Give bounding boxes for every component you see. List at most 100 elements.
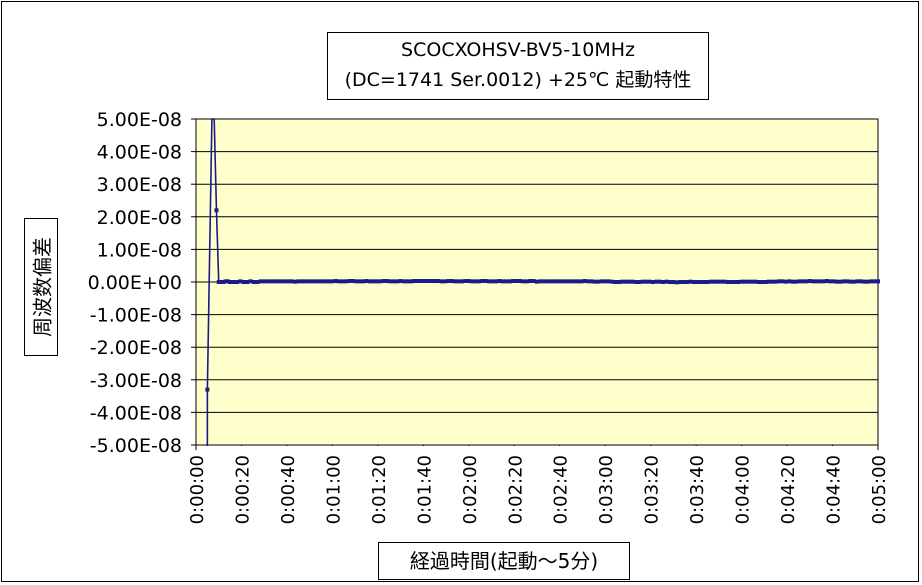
data-point (374, 279, 379, 284)
data-point (251, 280, 256, 284)
data-point (402, 279, 407, 284)
data-point (524, 279, 529, 284)
data-point (807, 279, 812, 284)
data-point (337, 279, 342, 284)
data-point (835, 279, 840, 284)
data-point (470, 279, 475, 284)
data-point (388, 279, 393, 284)
data-point (644, 279, 649, 284)
data-point (367, 279, 372, 284)
x-tick-label: 0:00:00 (187, 455, 208, 524)
data-point (589, 279, 594, 284)
y-tick-label: 4.00E-08 (97, 142, 182, 164)
data-point (739, 279, 744, 284)
data-point (289, 279, 294, 284)
data-point (234, 280, 239, 284)
x-tick-label: 0:01:20 (369, 455, 390, 524)
data-point (245, 280, 250, 284)
data-point (610, 279, 615, 284)
data-point (630, 279, 635, 284)
data-point (606, 279, 611, 284)
data-point (565, 279, 570, 284)
data-point (391, 279, 396, 284)
data-point (804, 279, 809, 284)
data-point (876, 279, 880, 284)
data-point (521, 279, 526, 284)
data-point (698, 280, 703, 284)
data-point (225, 279, 230, 284)
data-point (681, 280, 686, 284)
data-point (783, 279, 788, 284)
data-point (794, 279, 799, 284)
data-point (674, 280, 679, 285)
data-point (753, 279, 758, 284)
y-tick-label: -2.00E-08 (90, 337, 182, 359)
data-point (473, 279, 478, 284)
data-point (205, 387, 210, 392)
data-point (797, 279, 802, 284)
data-point (442, 279, 447, 284)
data-point (725, 280, 730, 284)
data-point (500, 279, 505, 284)
data-point (228, 280, 233, 284)
data-point (504, 279, 509, 284)
data-point (729, 280, 734, 284)
data-point (511, 279, 516, 284)
data-point (552, 279, 557, 284)
data-point (627, 279, 632, 284)
data-point (326, 279, 331, 284)
x-tick-label: 0:04:00 (733, 455, 754, 524)
data-point (678, 280, 683, 284)
overflow-mask-bottom (197, 446, 877, 455)
x-tick-label: 0:04:40 (824, 455, 845, 524)
data-point (330, 279, 335, 284)
data-point (459, 279, 464, 284)
data-point (695, 280, 700, 284)
data-point (292, 279, 297, 284)
data-point (275, 279, 280, 284)
data-point (654, 279, 659, 284)
data-point (238, 279, 243, 284)
data-point (223, 279, 228, 284)
x-tick-label: 0:03:00 (596, 455, 617, 524)
data-point (398, 279, 403, 284)
data-point (831, 279, 836, 284)
data-point (579, 279, 584, 284)
data-point (657, 279, 662, 284)
data-point (463, 279, 468, 284)
data-point (790, 279, 795, 284)
data-point (596, 279, 601, 284)
y-tick-labels: 5.00E-08 4.00E-08 3.00E-08 2.00E-08 1.00E-08… (88, 109, 182, 457)
data-point (620, 279, 625, 284)
data-point (708, 279, 713, 284)
data-point (405, 279, 410, 284)
x-tick-label: 0:01:00 (323, 455, 344, 524)
data-point (436, 279, 441, 284)
data-point (647, 279, 652, 284)
data-point (824, 279, 829, 284)
data-point (872, 279, 877, 284)
data-point (269, 279, 274, 284)
data-point (787, 279, 792, 284)
data-point (483, 279, 488, 284)
y-axis-label: 周波数偏差 (30, 237, 55, 337)
data-point (408, 279, 413, 284)
data-point (586, 279, 591, 284)
data-point (456, 279, 461, 284)
data-point (216, 280, 221, 284)
data-point (800, 279, 805, 284)
chart-title-box: SCOCXOHSV-BV5-10MHz (DC=1741 Ser.0012) +… (327, 32, 709, 100)
data-point (671, 280, 676, 284)
data-point (412, 279, 417, 284)
data-point (862, 279, 867, 284)
data-point (736, 280, 741, 284)
x-tick-label: 0:05:00 (869, 455, 890, 524)
data-point (821, 279, 826, 284)
x-tick-label: 0:00:40 (278, 455, 299, 524)
data-point (766, 279, 771, 284)
data-point (219, 280, 224, 284)
data-point (562, 279, 567, 284)
data-point (702, 280, 707, 284)
data-point (712, 279, 717, 284)
